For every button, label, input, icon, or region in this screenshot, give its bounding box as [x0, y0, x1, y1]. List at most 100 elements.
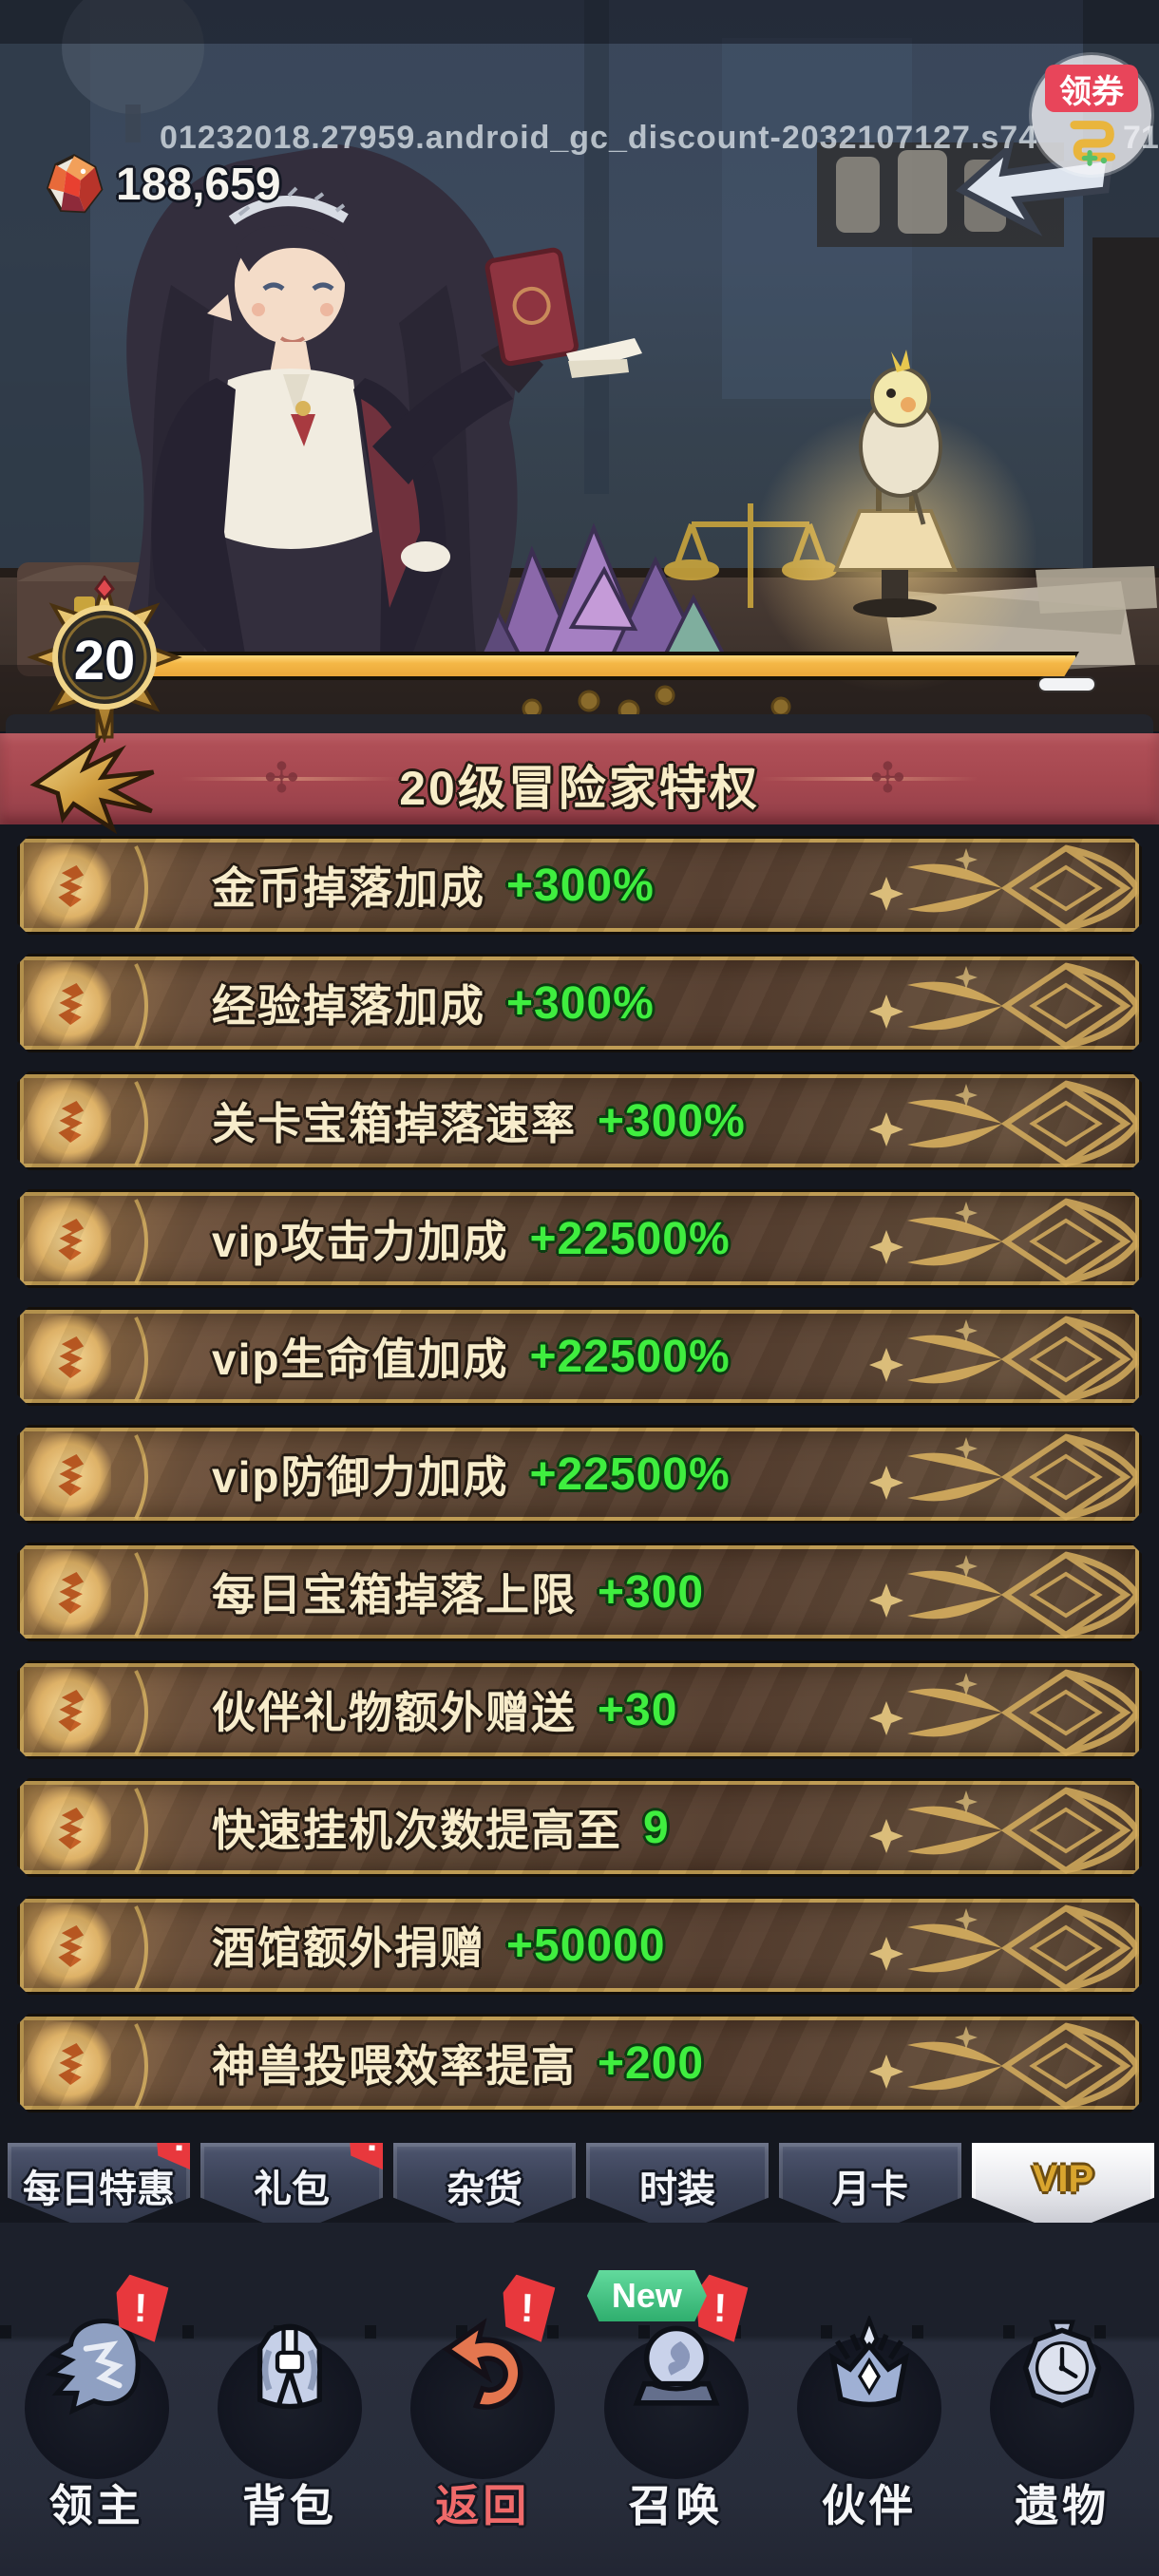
nav-label: 遗物: [1015, 2481, 1111, 2530]
privilege-label: vip攻击力加成: [212, 1217, 509, 1266]
privilege-value: +300%: [598, 1095, 746, 1146]
banner-line-right: [760, 777, 978, 781]
gem-currency: 188,659: [42, 152, 281, 217]
gold-arc: [132, 1551, 157, 1638]
nav-item-遗物[interactable]: 遗物: [965, 2261, 1158, 2546]
banner-top-edge: [6, 714, 1153, 735]
rune-icon: [28, 1551, 111, 1635]
shop-tab-每日特惠[interactable]: 每日特惠 !: [8, 2143, 190, 2234]
shop-tab-label: 时装: [639, 2169, 715, 2210]
privilege-label: 关卡宝箱掉落速率: [212, 1099, 577, 1148]
backpack-icon: [238, 2316, 341, 2423]
level-star-icon: [27, 572, 182, 745]
privilege-value: +300%: [506, 977, 655, 1029]
shop-tab-label: 月卡: [832, 2169, 908, 2210]
privilege-row-伙伴礼物额外赠送: 伙伴礼物额外赠送 +30: [17, 1660, 1142, 1759]
shop-tab-月卡[interactable]: 月卡: [779, 2143, 961, 2234]
privilege-label: 神兽投喂效率提高: [212, 2041, 577, 2091]
claim-coupon-button[interactable]: 领券: [1032, 55, 1151, 175]
privilege-row-vip防御力加成: vip防御力加成 +22500%: [17, 1425, 1142, 1524]
back-arrow-icon[interactable]: [23, 729, 165, 836]
crown-icon: [816, 2314, 922, 2427]
privilege-label: 酒馆额外捐赠: [212, 1923, 485, 1973]
gold-ornament: [852, 1545, 1137, 1644]
shop-tab-label: VIP: [1032, 2158, 1094, 2200]
level-progress-bar: [144, 652, 1079, 680]
privilege-label: 快速挂机次数提高至: [212, 1806, 622, 1855]
nav-item-返回[interactable]: 返回 !: [387, 2261, 580, 2546]
nav-label: 伙伴: [821, 2481, 917, 2530]
rune-icon: [28, 962, 111, 1046]
rune-icon: [28, 1787, 111, 1870]
lion-icon: [44, 2316, 150, 2427]
gold-ornament: [852, 1781, 1137, 1880]
gold-ornament: [852, 2017, 1137, 2115]
gold-ornament: [852, 1428, 1137, 1526]
gold-ornament: [852, 1310, 1137, 1409]
privilege-row-经验掉落加成: 经验掉落加成 +300%: [17, 954, 1142, 1052]
nav-label: 召唤: [628, 2481, 724, 2530]
shop-tab-杂货[interactable]: 杂货: [393, 2143, 576, 2234]
privilege-row-vip生命值加成: vip生命值加成 +22500%: [17, 1307, 1142, 1406]
coupon-snake-icon: [1070, 121, 1116, 166]
privilege-value: +300%: [506, 860, 655, 911]
privilege-label: vip防御力加成: [212, 1452, 509, 1502]
gold-arc: [132, 962, 157, 1050]
shop-tab-label: 杂货: [446, 2169, 522, 2210]
vip-level-number: 20: [73, 630, 136, 691]
shop-tab-时装[interactable]: 时装: [586, 2143, 769, 2234]
gold-ornament: [852, 1192, 1137, 1291]
nav-item-领主[interactable]: 领主 !: [0, 2261, 193, 2546]
gold-arc: [132, 2022, 157, 2110]
privilege-label: 经验掉落加成: [212, 981, 485, 1031]
shop-tab-VIP[interactable]: VIP: [972, 2143, 1154, 2234]
privilege-value: +50000: [506, 1920, 666, 1971]
gold-arc: [132, 1904, 157, 1992]
privilege-row-关卡宝箱掉落速率: 关卡宝箱掉落速率 +300%: [17, 1071, 1142, 1170]
gold-ornament: [852, 839, 1137, 938]
gold-ornament: [852, 1074, 1137, 1173]
nav-item-背包[interactable]: 背包: [193, 2261, 386, 2546]
privilege-value: +300: [598, 1566, 705, 1618]
gold-arc: [132, 1198, 157, 1285]
rune-icon: [28, 1669, 111, 1752]
privilege-value: 9: [643, 1802, 670, 1853]
coupon-label: 领券: [1045, 65, 1138, 112]
crystal-ball-icon: [623, 2316, 730, 2427]
build-watermark: 01232018.27959.android_gc_discount-20321…: [160, 120, 1038, 156]
privilege-row-快速挂机次数提高至: 快速挂机次数提高至 9: [17, 1778, 1142, 1877]
privilege-label: 伙伴礼物额外赠送: [212, 1688, 577, 1737]
gold-arc: [132, 1080, 157, 1167]
gold-ornament: [852, 1663, 1137, 1762]
banner-ornament-right: ✣: [870, 755, 905, 802]
rune-icon: [28, 2022, 111, 2106]
new-badge: New: [586, 2270, 707, 2321]
banner-ornament-left: ✣: [264, 755, 299, 802]
privilege-row-每日宝箱掉落上限: 每日宝箱掉落上限 +300: [17, 1543, 1142, 1641]
tavern-scene: 01232018.27959.android_gc_discount-20321…: [0, 0, 1159, 745]
shop-tab-label: 每日特惠: [23, 2169, 175, 2210]
privilege-label: 金币掉落加成: [212, 863, 485, 913]
gold-arc: [132, 844, 157, 932]
shop-tab-bar: 每日特惠 ! 礼包 ! 杂货 时装 月卡 VIP: [0, 2143, 1159, 2247]
gem-icon: [46, 154, 104, 214]
rune-icon: [28, 844, 111, 928]
rune-icon: [28, 1080, 111, 1164]
return-arrow-icon: [430, 2316, 535, 2425]
shop-tab-礼包[interactable]: 礼包 !: [200, 2143, 383, 2234]
rune-icon: [28, 1433, 111, 1517]
privilege-value: +200: [598, 2037, 705, 2089]
banner-title: 20级冒险家特权: [399, 762, 760, 815]
privilege-value: +22500%: [529, 1449, 731, 1500]
privilege-value: +22500%: [529, 1331, 731, 1382]
bottom-navigation: 领主 ! 背包 返回 !: [0, 2223, 1159, 2576]
gem-amount: 188,659: [116, 159, 281, 210]
shop-tab-label: 礼包: [254, 2169, 330, 2210]
nav-label: 返回: [435, 2481, 531, 2530]
rune-icon: [28, 1904, 111, 1988]
nav-item-伙伴[interactable]: 伙伴: [772, 2261, 965, 2546]
privilege-value: +30: [598, 1684, 678, 1735]
nav-item-召唤[interactable]: 召唤 New !: [580, 2261, 772, 2546]
gold-arc: [132, 1787, 157, 1874]
